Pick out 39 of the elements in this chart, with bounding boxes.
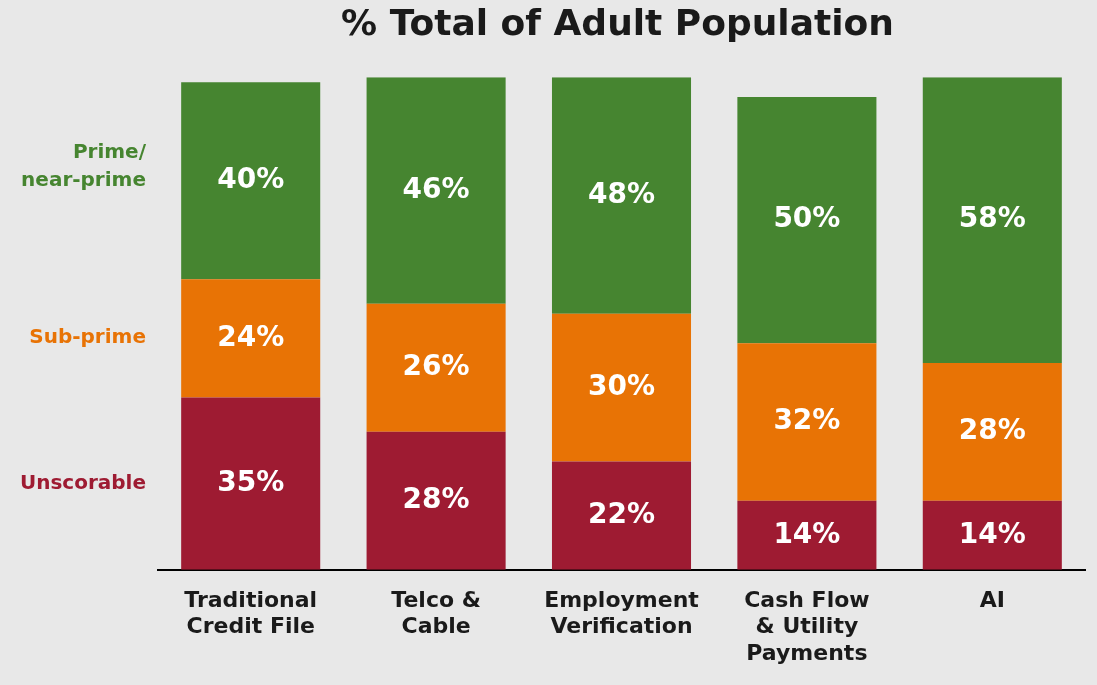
data-label: 40%	[217, 161, 285, 195]
bar	[737, 343, 877, 501]
data-label: 28%	[402, 482, 470, 516]
bar	[922, 500, 1062, 570]
chart-title: % Total of Adult Population	[341, 1, 894, 43]
bar	[366, 431, 506, 570]
x-tick-label: Telco & Cable	[391, 586, 481, 639]
bar	[181, 397, 321, 570]
bar	[922, 77, 1062, 363]
data-label: 32%	[773, 403, 841, 437]
x-tick-label: AI	[979, 586, 1005, 612]
data-label: 50%	[773, 201, 841, 235]
series-label: Prime/ near-prime	[21, 138, 147, 191]
bar	[366, 303, 506, 432]
bar	[551, 77, 692, 314]
data-label: 26%	[402, 349, 470, 383]
bar	[551, 313, 692, 462]
x-tick-label: Employment Verification	[544, 586, 700, 639]
bar	[181, 279, 321, 398]
data-label: 48%	[587, 176, 656, 210]
data-label: 14%	[958, 516, 1026, 550]
bar	[737, 500, 877, 570]
data-label: 46%	[402, 171, 470, 205]
series-label: Sub-prime	[29, 324, 146, 349]
data-label: 58%	[958, 201, 1026, 235]
x-tick-label: Traditional Credit File	[184, 586, 318, 639]
bar	[366, 77, 506, 304]
series-label: Unscorable	[19, 469, 146, 494]
data-label: 22%	[587, 496, 656, 530]
data-label: 35%	[217, 464, 285, 498]
data-label: 28%	[958, 413, 1026, 447]
bar	[922, 362, 1062, 501]
data-label: 14%	[773, 516, 841, 550]
bar	[551, 461, 692, 570]
data-label: 30%	[587, 368, 656, 402]
x-tick-label: Cash Flow & Utility Payments	[744, 586, 870, 665]
data-label: 24%	[217, 319, 285, 353]
bar	[737, 96, 877, 344]
bar	[181, 82, 321, 280]
